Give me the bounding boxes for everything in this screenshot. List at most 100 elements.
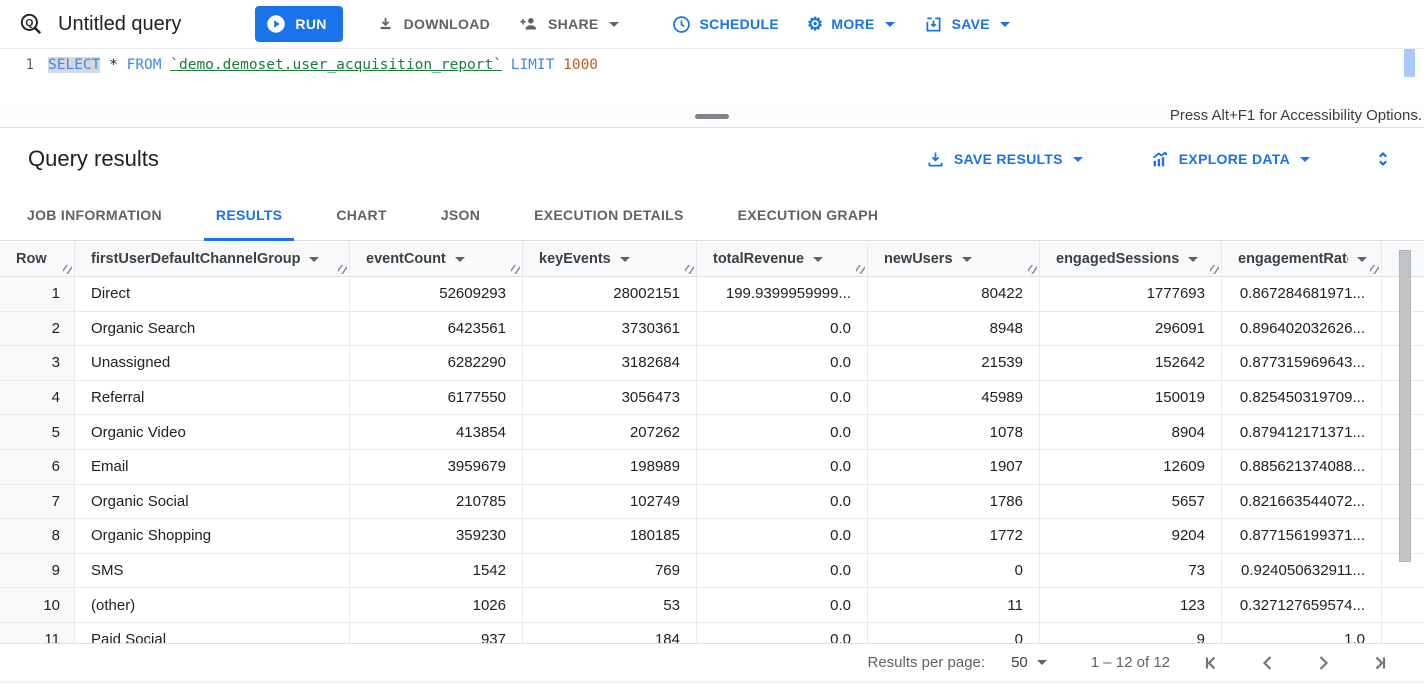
table-cell: 1772	[868, 519, 1040, 553]
sql-table-reference[interactable]: `demo.demoset.user_acquisition_report`	[170, 57, 502, 73]
svg-text:Q: Q	[25, 18, 33, 29]
run-button[interactable]: RUN	[255, 6, 343, 42]
sort-caret-icon[interactable]	[454, 256, 465, 262]
table-cell: 3959679	[350, 449, 523, 484]
table-cell: 413854	[350, 415, 523, 449]
sort-caret-icon[interactable]	[961, 256, 972, 262]
table-cell: Organic Video	[75, 415, 350, 449]
column-header-engagedSessions[interactable]: engagedSessions	[1040, 242, 1222, 276]
sort-caret-icon[interactable]	[1357, 256, 1367, 262]
table-cell: 0.0	[697, 311, 868, 346]
column-header-engagementRate[interactable]: engagementRate	[1222, 242, 1382, 276]
table-cell: 0.825450319709...	[1222, 380, 1382, 415]
table-cell: 6177550	[350, 380, 523, 415]
sort-caret-icon[interactable]	[813, 256, 824, 262]
editor-scrollbar-thumb[interactable]	[1404, 49, 1415, 77]
table-row: 8 Organic Shopping 359230 180185 0.0 1772 9204…	[0, 519, 1424, 554]
table-cell: 0.0	[697, 449, 868, 484]
explore-data-caret-icon	[1300, 156, 1310, 162]
table-cell: 1777693	[1040, 277, 1222, 311]
results-per-page-label: Results per page:	[867, 654, 986, 671]
splitter-drag-handle[interactable]	[695, 114, 729, 119]
save-button[interactable]: SAVE	[923, 14, 1010, 35]
table-body: 1 Direct 52609293 28002151 199.9399959999...…	[0, 277, 1424, 643]
tab-results[interactable]: RESULTS	[203, 190, 295, 241]
table-cell: 0.867284681971...	[1222, 277, 1382, 311]
table-cell: 21539	[868, 346, 1040, 380]
next-page-button[interactable]	[1311, 651, 1335, 675]
table-cell: 8904	[1040, 415, 1222, 449]
splitter-bar: Press Alt+F1 for Accessibility Options.	[0, 105, 1424, 128]
table-cell: 0	[868, 622, 1040, 643]
tab-execution-graph[interactable]: EXECUTION GRAPH	[737, 207, 879, 223]
play-icon	[267, 15, 286, 33]
table-cell: 5657	[1040, 484, 1222, 519]
save-results-icon	[928, 152, 943, 166]
column-header-firstUserDefaultChannelGroup[interactable]: firstUserDefaultChannelGroup	[75, 242, 350, 276]
column-resize-handle[interactable]	[511, 265, 520, 274]
chevron-left-icon	[1262, 655, 1272, 670]
explore-data-button[interactable]: EXPLORE DATA	[1149, 148, 1310, 170]
save-results-caret-icon	[1072, 156, 1083, 162]
query-title[interactable]: Untitled query	[58, 12, 182, 35]
last-page-button[interactable]	[1366, 651, 1390, 675]
table-cell: 3730361	[523, 311, 697, 346]
table-row: 9 SMS 1542 769 0.0 0 73 0.924050632911...	[0, 553, 1424, 589]
table-cell: 359230	[350, 519, 523, 553]
table-row: 7 Organic Social 210785 102749 0.0 1786 5657 0.…	[0, 484, 1424, 520]
table-scrollbar-thumb[interactable]	[1399, 250, 1411, 562]
table-cell: 937	[350, 622, 523, 643]
table-cell: 0.0	[697, 346, 868, 380]
table-row: 3 Unassigned 6282290 3182684 0.0 21539 152642 0…	[0, 346, 1424, 381]
column-resize-handle[interactable]	[1210, 265, 1219, 274]
table-cell: 28002151	[523, 277, 697, 311]
sort-caret-icon[interactable]	[619, 256, 630, 262]
column-header-eventCount[interactable]: eventCount	[350, 242, 523, 276]
column-header-totalRevenue[interactable]: totalRevenue	[697, 242, 868, 276]
sql-limit-value: 1000	[563, 57, 599, 73]
column-header-keyEvents[interactable]: keyEvents	[523, 242, 697, 276]
sort-caret-icon[interactable]	[309, 256, 320, 262]
first-page-button[interactable]	[1201, 651, 1225, 675]
column-header-Row[interactable]: Row	[0, 242, 75, 276]
table-cell: 0.0	[697, 519, 868, 553]
previous-page-button[interactable]	[1256, 651, 1280, 675]
save-results-button[interactable]: SAVE RESULTS	[925, 149, 1083, 170]
table-cell: 1786	[868, 484, 1040, 519]
more-caret-icon	[884, 21, 895, 27]
sql-editor[interactable]: 1 SELECT * FROM `demo.demoset.user_acqui…	[0, 49, 1424, 105]
tab-execution-details[interactable]: EXECUTION DETAILS	[534, 207, 684, 223]
query-results-header: Query results SAVE RESULTS EXPLORE DATA	[0, 128, 1424, 190]
table-cell: 11	[868, 588, 1040, 622]
table-cell: 198989	[523, 449, 697, 484]
accessibility-hint: Press Alt+F1 for Accessibility Options.	[1169, 107, 1422, 124]
sql-select-keyword: SELECT	[48, 57, 101, 73]
table-cell: 180185	[523, 519, 697, 553]
column-label: keyEvents	[539, 251, 611, 267]
column-resize-handle[interactable]	[338, 265, 347, 274]
column-resize-handle[interactable]	[1028, 265, 1037, 274]
expand-panel-button[interactable]	[1372, 148, 1394, 170]
share-button[interactable]: SHARE	[518, 13, 619, 35]
column-header-newUsers[interactable]: newUsers	[868, 242, 1040, 276]
tab-chart[interactable]: CHART	[336, 207, 387, 223]
column-resize-handle[interactable]	[1370, 265, 1379, 274]
row-number: 10	[0, 588, 75, 622]
row-number: 1	[0, 277, 75, 311]
table-cell: 0.0	[697, 415, 868, 449]
table-row: 11 Paid Social 937 184 0.0 0 9 1.0	[0, 622, 1424, 643]
page-size-select[interactable]: 50	[1011, 654, 1047, 671]
column-resize-handle[interactable]	[685, 265, 694, 274]
schedule-button[interactable]: SCHEDULE	[671, 14, 779, 35]
more-button[interactable]: ⚙ MORE	[807, 15, 895, 33]
table-cell: 123	[1040, 588, 1222, 622]
table-cell: 3182684	[523, 346, 697, 380]
sql-code-line[interactable]: SELECT * FROM `demo.demoset.user_acquisi…	[48, 57, 599, 73]
column-resize-handle[interactable]	[856, 265, 865, 274]
column-resize-handle[interactable]	[63, 265, 72, 274]
sort-caret-icon[interactable]	[1188, 256, 1199, 262]
tab-json[interactable]: JSON	[440, 207, 481, 223]
tab-job-information[interactable]: JOB INFORMATION	[27, 207, 162, 223]
download-button[interactable]: DOWNLOAD	[375, 14, 490, 35]
